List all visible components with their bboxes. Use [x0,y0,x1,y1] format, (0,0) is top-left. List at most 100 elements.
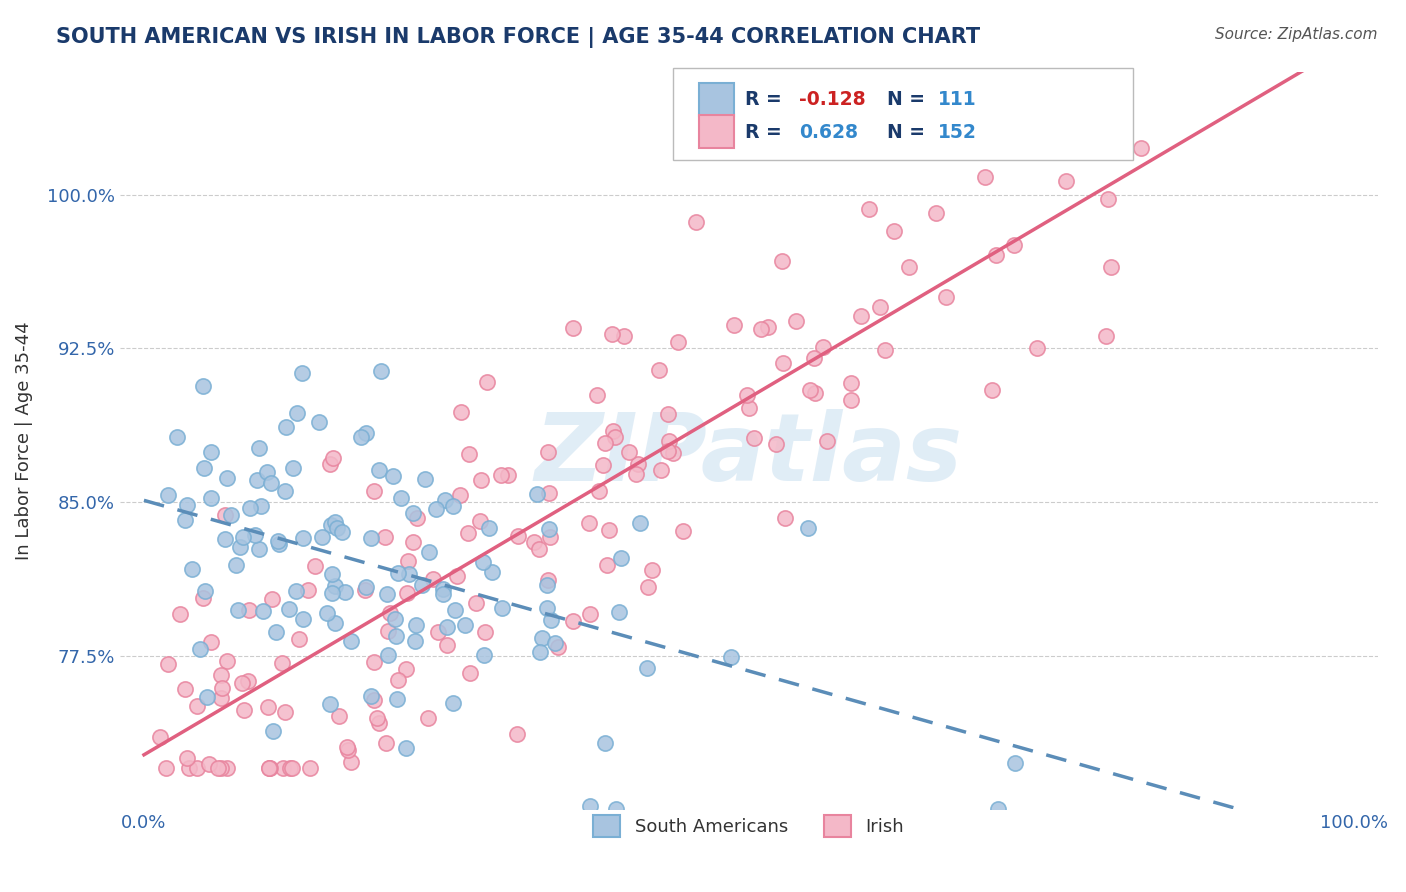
Irish [363,656,385,670]
Irish [363,692,385,706]
Irish [319,457,342,471]
Irish [735,388,758,402]
Irish [749,322,772,336]
South Americans [391,491,413,505]
South Americans [292,612,315,626]
Irish [627,458,650,472]
South Americans [176,498,198,512]
South Americans [536,578,558,592]
Irish [474,624,496,639]
South Americans [316,607,339,621]
South Americans [246,473,269,487]
Irish [231,676,253,690]
Irish [457,525,479,540]
South Americans [291,531,314,545]
Irish [1129,141,1152,155]
Irish [278,761,301,775]
Text: SOUTH AMERICAN VS IRISH IN LABOR FORCE | AGE 35-44 CORRELATION CHART: SOUTH AMERICAN VS IRISH IN LABOR FORCE |… [56,27,980,48]
Irish [373,530,395,544]
Legend: South Americans, Irish: South Americans, Irish [586,808,911,845]
South Americans [243,528,266,542]
South Americans [377,648,399,662]
South Americans [214,532,236,546]
Irish [406,511,429,525]
Text: ZIPatlas: ZIPatlas [534,409,963,501]
Irish [262,592,284,607]
Irish [426,625,449,640]
South Americans [434,493,457,508]
Irish [685,214,707,228]
Irish [775,511,797,525]
South Americans [593,736,616,750]
South Americans [444,603,467,617]
Irish [186,761,208,775]
South Americans [579,798,602,813]
Irish [671,524,693,538]
Irish [562,321,585,335]
Irish [470,474,492,488]
South Americans [250,500,273,514]
Irish [378,606,401,620]
South Americans [1004,756,1026,770]
Irish [815,434,838,449]
Irish [785,314,807,328]
South Americans [610,551,633,566]
Irish [803,386,825,401]
South Americans [491,600,513,615]
Irish [637,580,659,594]
South Americans [330,525,353,540]
South Americans [441,696,464,710]
Irish [839,393,862,408]
Irish [811,340,834,354]
South Americans [413,472,436,486]
Irish [875,343,897,357]
South Americans [267,534,290,549]
Text: N =: N = [887,123,932,142]
South Americans [321,586,343,600]
South Americans [478,520,501,534]
South Americans [323,515,346,529]
Irish [742,431,765,445]
Irish [298,761,321,775]
South Americans [384,612,406,626]
Irish [1097,192,1119,206]
Irish [450,405,472,419]
Irish [498,467,520,482]
Irish [270,656,292,670]
Irish [273,705,295,719]
Irish [402,535,425,549]
Text: Source: ZipAtlas.com: Source: ZipAtlas.com [1215,27,1378,42]
South Americans [398,566,420,581]
South Americans [481,566,503,580]
South Americans [432,587,454,601]
FancyBboxPatch shape [673,69,1133,161]
Irish [858,202,880,217]
South Americans [180,562,202,576]
Irish [561,614,583,628]
South Americans [188,642,211,657]
South Americans [157,487,180,501]
FancyBboxPatch shape [699,83,734,116]
South Americans [323,579,346,593]
Irish [624,467,647,482]
South Americans [382,469,405,483]
Irish [537,445,560,459]
South Americans [544,636,567,650]
Irish [233,703,256,717]
South Americans [405,618,427,632]
South Americans [229,540,252,554]
Text: -0.128: -0.128 [799,90,866,109]
Text: N =: N = [887,90,932,109]
Irish [155,761,177,775]
South Americans [284,584,307,599]
South Americans [368,462,391,476]
Irish [366,711,388,725]
Irish [209,691,232,706]
South Americans [174,513,197,527]
South Americans [278,602,301,616]
Irish [446,569,468,583]
Irish [337,743,360,757]
South Americans [354,580,377,594]
Irish [374,736,396,750]
FancyBboxPatch shape [699,115,734,148]
